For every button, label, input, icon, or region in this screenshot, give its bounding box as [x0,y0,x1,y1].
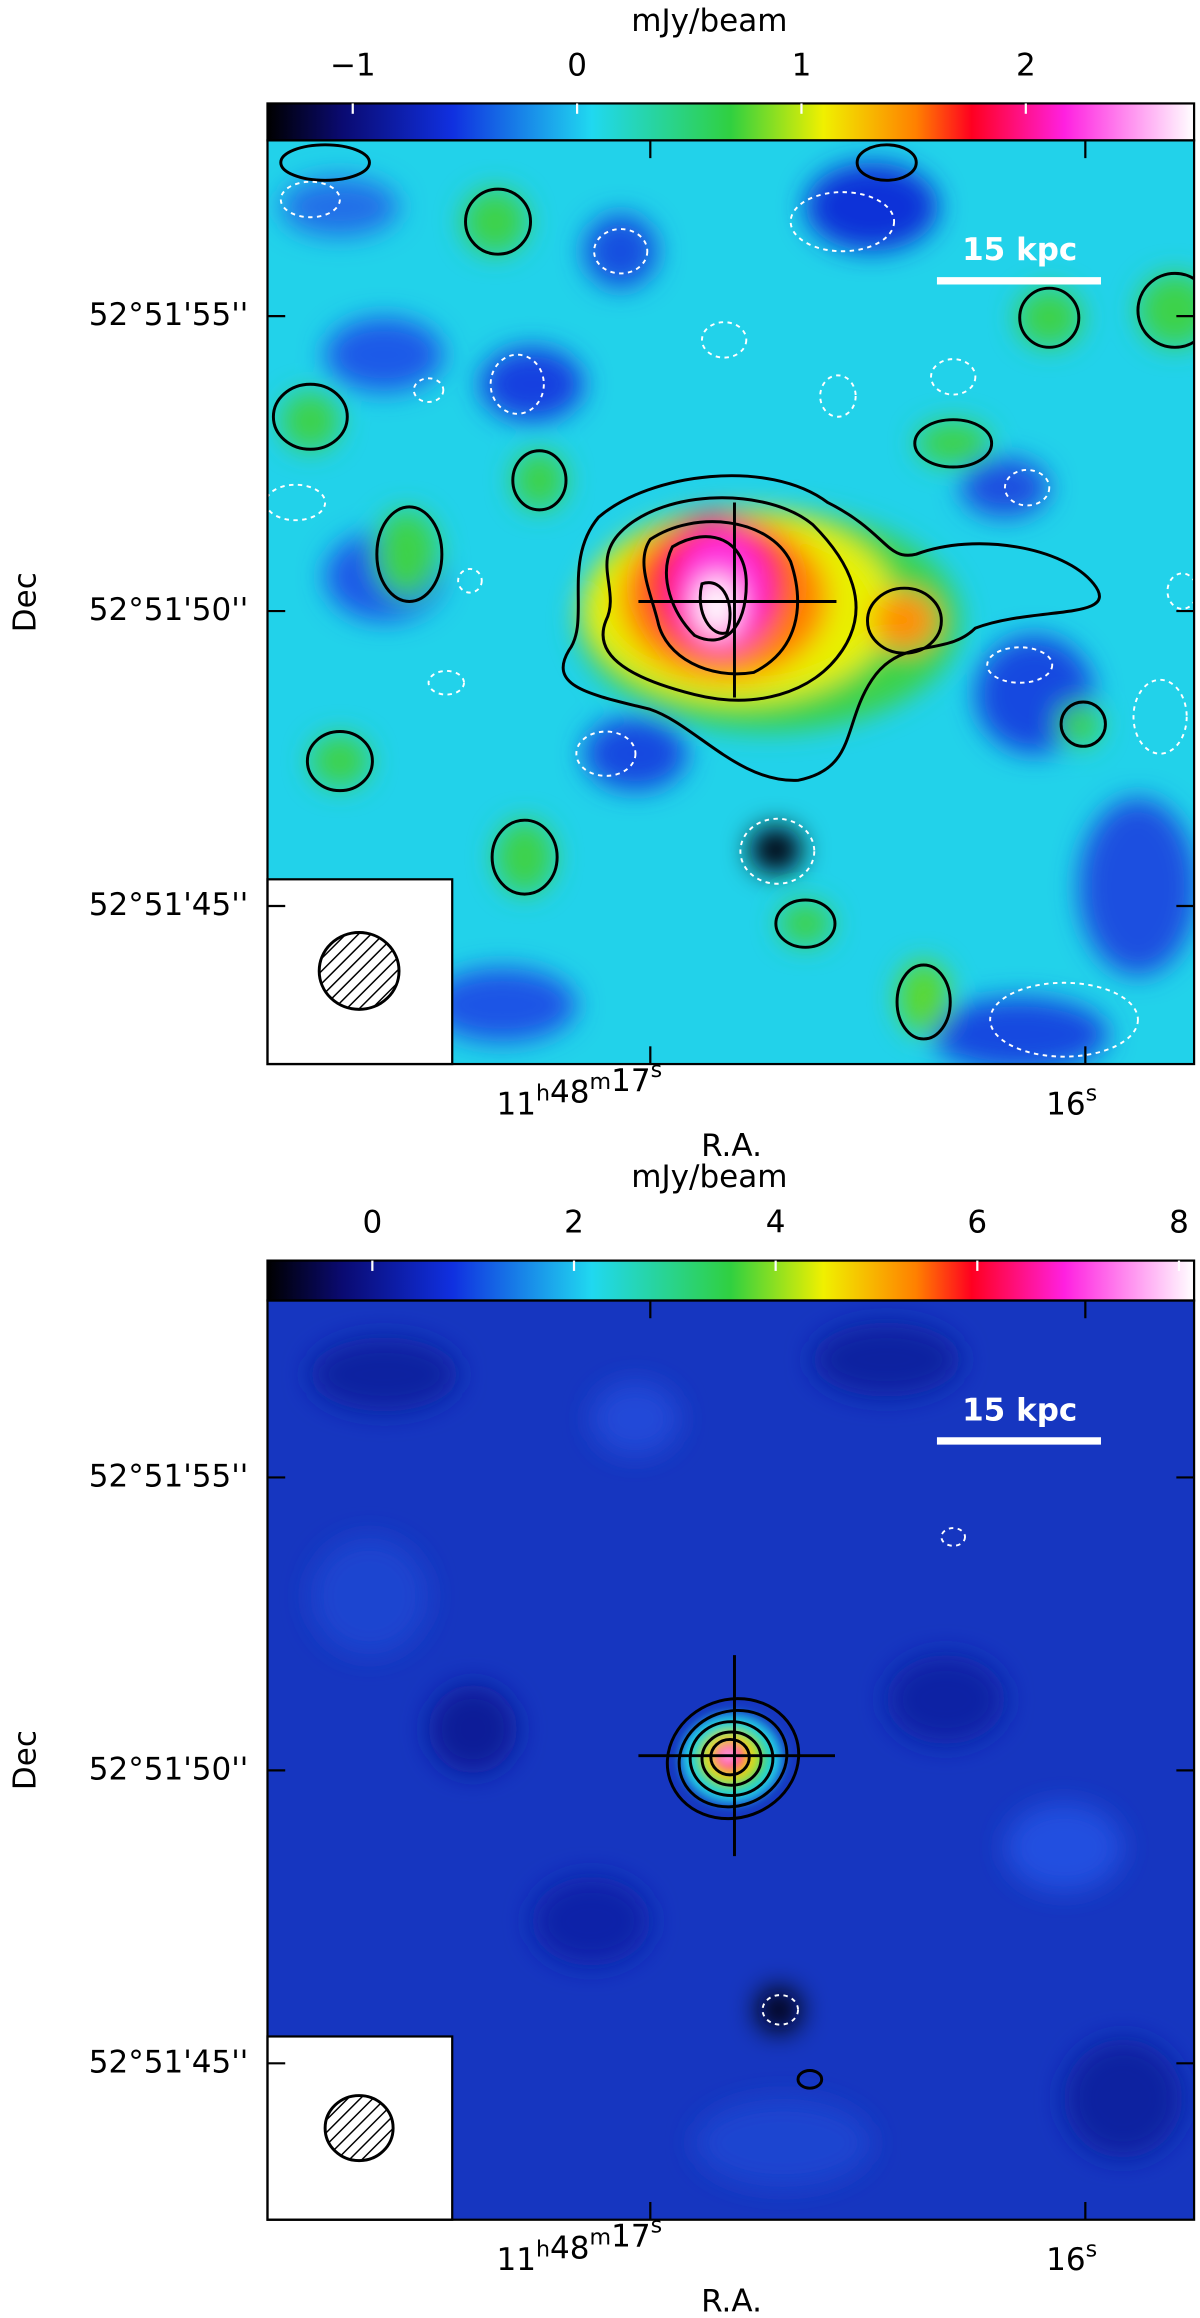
y-tick-label: 52°51'55'' [89,297,248,333]
x-tick-label: 11h48m17s [497,1056,663,1122]
x-tick-label: 11h48m17s [497,2212,663,2278]
plot-frame [266,139,1196,1066]
colorbar-tick-label: 0 [362,1205,382,1241]
colorbar-tick-label: 4 [766,1205,786,1241]
y-tick-label: 52°51'50'' [89,592,248,628]
colorbar-tick-label: −1 [330,48,376,84]
colorbar-tick-label: 2 [564,1205,584,1241]
scale-bar-label: 15 kpc [962,1392,1077,1428]
y-tick-label: 52°51'50'' [89,1751,248,1787]
colorbar-label: mJy/beam [631,1159,787,1195]
x-tick-label: 16s [1046,2236,1097,2278]
colorbar-tick-label: 6 [967,1205,987,1241]
colorbar-label: mJy/beam [631,3,787,39]
colorbar-tick-label: 0 [567,48,587,84]
x-axis-label: R.A. [701,1128,762,1164]
y-tick-label: 52°51'45'' [89,887,248,923]
colorbar-tick-label: 2 [1016,48,1036,84]
beam [323,2094,395,2163]
y-tick-label: 52°51'45'' [89,2044,248,2080]
x-axis-label: R.A. [701,2283,762,2318]
colorbar-tick-label: 1 [792,48,812,84]
y-axis-label: Dec [8,1730,44,1790]
x-tick-label: 16s [1046,1080,1097,1122]
scale-bar-label: 15 kpc [962,232,1077,268]
colorbar [266,1259,1196,1302]
colorbar [266,102,1196,142]
y-tick-label: 52°51'55'' [89,1458,248,1494]
y-axis-label: Dec [8,572,44,632]
colorbar-tick-label: 8 [1169,1205,1189,1241]
beam [317,931,401,1011]
plot-frame [266,1299,1196,2221]
